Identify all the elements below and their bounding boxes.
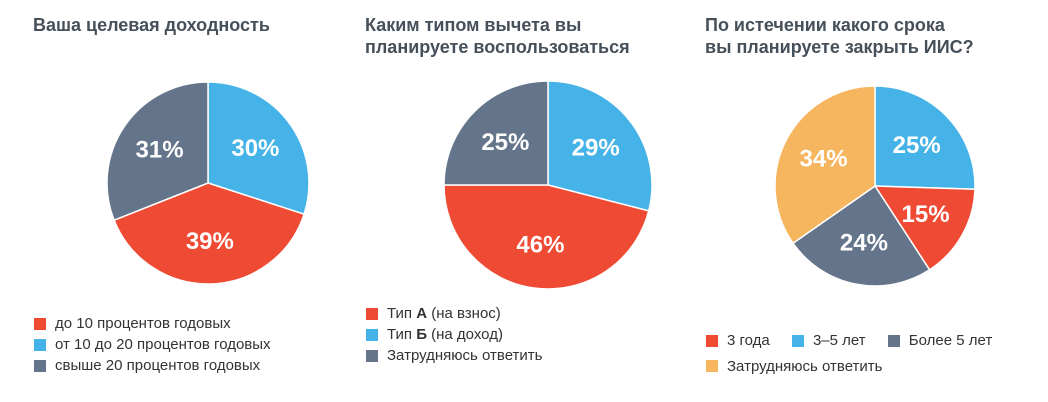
chart-1-title: Ваша целевая доходность [33, 15, 270, 35]
pie-slice-label: 39% [186, 228, 234, 255]
pie-slice [443, 184, 650, 290]
legend-swatch-red [366, 307, 378, 320]
pie-slice-label: 15% [902, 201, 950, 228]
pie-slice-label: 30% [231, 135, 279, 162]
legend-swatch-blue [366, 328, 378, 341]
legend-swatch-gray [34, 359, 46, 372]
legend-swatch-red [706, 334, 718, 347]
chart-2-legend: Тип А (на взнос) Тип Б (на доход) Затруд… [366, 303, 542, 366]
legend-swatch-red [34, 317, 46, 330]
legend-label: Более 5 лет [908, 332, 993, 349]
pie-slice-label: 29% [572, 135, 620, 162]
legend-label: до 10 процентов годовых [55, 315, 231, 332]
legend-item-over-5-years: Более 5 лет [887, 330, 993, 351]
legend-label: 3 года [727, 332, 770, 349]
legend-swatch-gray [366, 349, 378, 362]
chart-1-legend: до 10 процентов годовых от 10 до 20 проц… [34, 313, 271, 376]
pie-slice [207, 81, 310, 216]
pie-slice [874, 85, 976, 190]
legend-item-type-b: Тип Б (на доход) [366, 324, 542, 345]
pie-slice [791, 184, 931, 287]
pie-slice-label: 34% [800, 146, 848, 173]
legend-item-undecided: Затрудняюсь ответить [366, 345, 542, 366]
pie-slice-label: 25% [893, 132, 941, 159]
legend-swatch-blue [34, 338, 46, 351]
legend-item-10-to-20: от 10 до 20 процентов годовых [34, 334, 271, 355]
legend-item-undecided: Затрудняюсь ответить [706, 356, 882, 377]
legend-label: Тип Б (на доход) [387, 326, 503, 343]
pie-slice [774, 85, 876, 245]
pie-slice [443, 80, 549, 186]
legend-item-3-years: 3 года [706, 330, 770, 351]
chart-3-legend: 3 года 3–5 лет Более 5 лет Затрудняюсь о… [706, 330, 992, 378]
legend-item-up-to-10: до 10 процентов годовых [34, 313, 271, 334]
legend-label: от 10 до 20 процентов годовых [55, 336, 271, 353]
pie-slice [113, 182, 306, 285]
legend-swatch-gray [887, 334, 900, 347]
pie-slice-label: 25% [481, 129, 529, 156]
legend-swatch-blue [791, 334, 804, 347]
chart-2-title: Каким типом вычета вы планируете восполь… [365, 15, 630, 57]
pie-slice [873, 185, 976, 271]
pie-slice-label: 31% [136, 137, 184, 164]
pie-slice [106, 81, 209, 222]
legend-item-3-5-years: 3–5 лет [791, 330, 866, 351]
legend-swatch-orange [706, 360, 718, 372]
pie-slice-label: 46% [516, 231, 564, 258]
pie-slice-label: 24% [840, 229, 888, 256]
legend-label: Затрудняюсь ответить [387, 347, 543, 364]
legend-label: свыше 20 процентов годовых [55, 357, 261, 374]
chart-3-title: По истечении какого срока вы планируете … [705, 15, 974, 57]
legend-item-type-a: Тип А (на взнос) [366, 303, 542, 324]
pie-slice [547, 80, 653, 212]
legend-label: 3–5 лет [812, 332, 866, 349]
legend-label: Затрудняюсь ответить [727, 357, 883, 375]
legend-label: Тип А (на взнос) [387, 305, 501, 322]
legend-item-over-20: свыше 20 процентов годовых [34, 355, 271, 376]
